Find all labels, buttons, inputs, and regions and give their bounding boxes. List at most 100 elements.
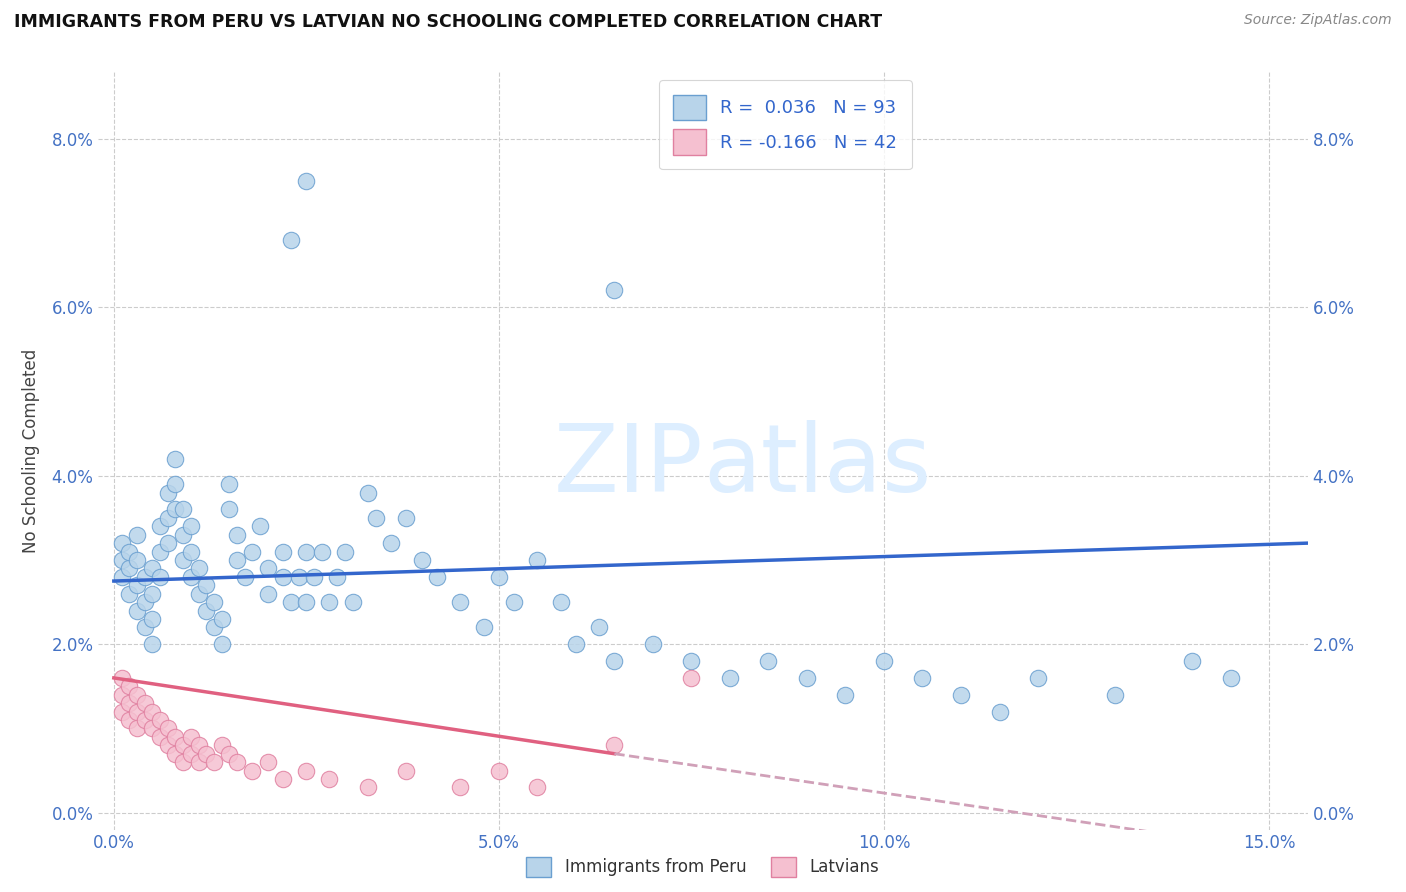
Point (180, 544, 202, 558)
Point (326, 570, 349, 584)
Point (172, 739, 194, 753)
Point (211, 739, 233, 753)
Point (187, 561, 209, 575)
Point (195, 747, 218, 761)
Point (149, 519, 172, 533)
Point (118, 587, 141, 601)
Point (395, 511, 418, 525)
Text: IMMIGRANTS FROM PERU VS LATVIAN NO SCHOOLING COMPLETED CORRELATION CHART: IMMIGRANTS FROM PERU VS LATVIAN NO SCHOO… (14, 13, 882, 31)
Point (758, 654, 780, 668)
Point (257, 755, 280, 769)
Point (395, 764, 418, 778)
Point (218, 502, 240, 516)
Point (156, 485, 179, 500)
Point (280, 595, 302, 609)
Point (125, 553, 148, 567)
Point (681, 654, 703, 668)
Point (488, 764, 510, 778)
Point (156, 511, 179, 525)
Point (342, 595, 364, 609)
Point (125, 705, 148, 719)
Point (180, 519, 202, 533)
Text: Source: ZipAtlas.com: Source: ZipAtlas.com (1244, 13, 1392, 28)
Point (271, 772, 294, 786)
Point (202, 595, 225, 609)
Point (588, 620, 610, 634)
Point (1181, 654, 1204, 668)
Point (950, 688, 973, 702)
Point (242, 544, 264, 558)
Point (426, 570, 449, 584)
Point (125, 603, 148, 617)
Point (1219, 671, 1241, 685)
Point (118, 679, 141, 693)
Point (141, 612, 163, 626)
Point (118, 561, 141, 575)
Point (257, 561, 280, 575)
Legend: R =  0.036   N = 93, R = -0.166   N = 42: R = 0.036 N = 93, R = -0.166 N = 42 (659, 80, 911, 169)
Point (226, 755, 249, 769)
Point (134, 595, 156, 609)
Point (202, 755, 225, 769)
Point (218, 477, 240, 491)
Point (333, 544, 356, 558)
Point (156, 722, 179, 736)
Point (472, 620, 495, 634)
Point (1104, 688, 1126, 702)
Point (911, 671, 934, 685)
Point (125, 722, 148, 736)
Point (449, 595, 471, 609)
Point (172, 502, 194, 516)
Point (165, 477, 187, 491)
Point (165, 747, 187, 761)
Point (110, 705, 132, 719)
Point (211, 612, 233, 626)
Point (202, 620, 225, 634)
Point (180, 730, 202, 744)
Point (718, 671, 741, 685)
Point (195, 578, 218, 592)
Y-axis label: No Schooling Completed: No Schooling Completed (22, 349, 41, 552)
Point (110, 536, 132, 550)
Point (603, 654, 626, 668)
Point (134, 696, 156, 710)
Point (271, 570, 294, 584)
Point (249, 519, 271, 533)
Point (149, 730, 172, 744)
Point (125, 688, 148, 702)
Point (187, 587, 209, 601)
Point (134, 620, 156, 634)
Point (110, 553, 132, 567)
Point (165, 502, 187, 516)
Point (641, 637, 664, 651)
Point (180, 747, 202, 761)
Point (681, 671, 703, 685)
Legend: Immigrants from Peru, Latvians: Immigrants from Peru, Latvians (520, 850, 886, 884)
Point (141, 561, 163, 575)
Point (550, 595, 572, 609)
Point (411, 553, 433, 567)
Point (1026, 671, 1049, 685)
Point (187, 739, 209, 753)
Point (226, 527, 249, 541)
Point (565, 637, 588, 651)
Point (218, 747, 240, 761)
Point (211, 637, 233, 651)
Point (257, 587, 280, 601)
Point (311, 544, 333, 558)
Point (364, 511, 387, 525)
Point (357, 485, 380, 500)
Point (141, 705, 163, 719)
Point (603, 739, 626, 753)
Point (141, 587, 163, 601)
Point (141, 722, 163, 736)
Point (526, 780, 548, 795)
Point (118, 544, 141, 558)
Point (110, 671, 132, 685)
Point (603, 284, 626, 298)
Point (110, 688, 132, 702)
Point (172, 527, 194, 541)
Point (287, 570, 309, 584)
Point (488, 570, 510, 584)
Point (834, 688, 856, 702)
